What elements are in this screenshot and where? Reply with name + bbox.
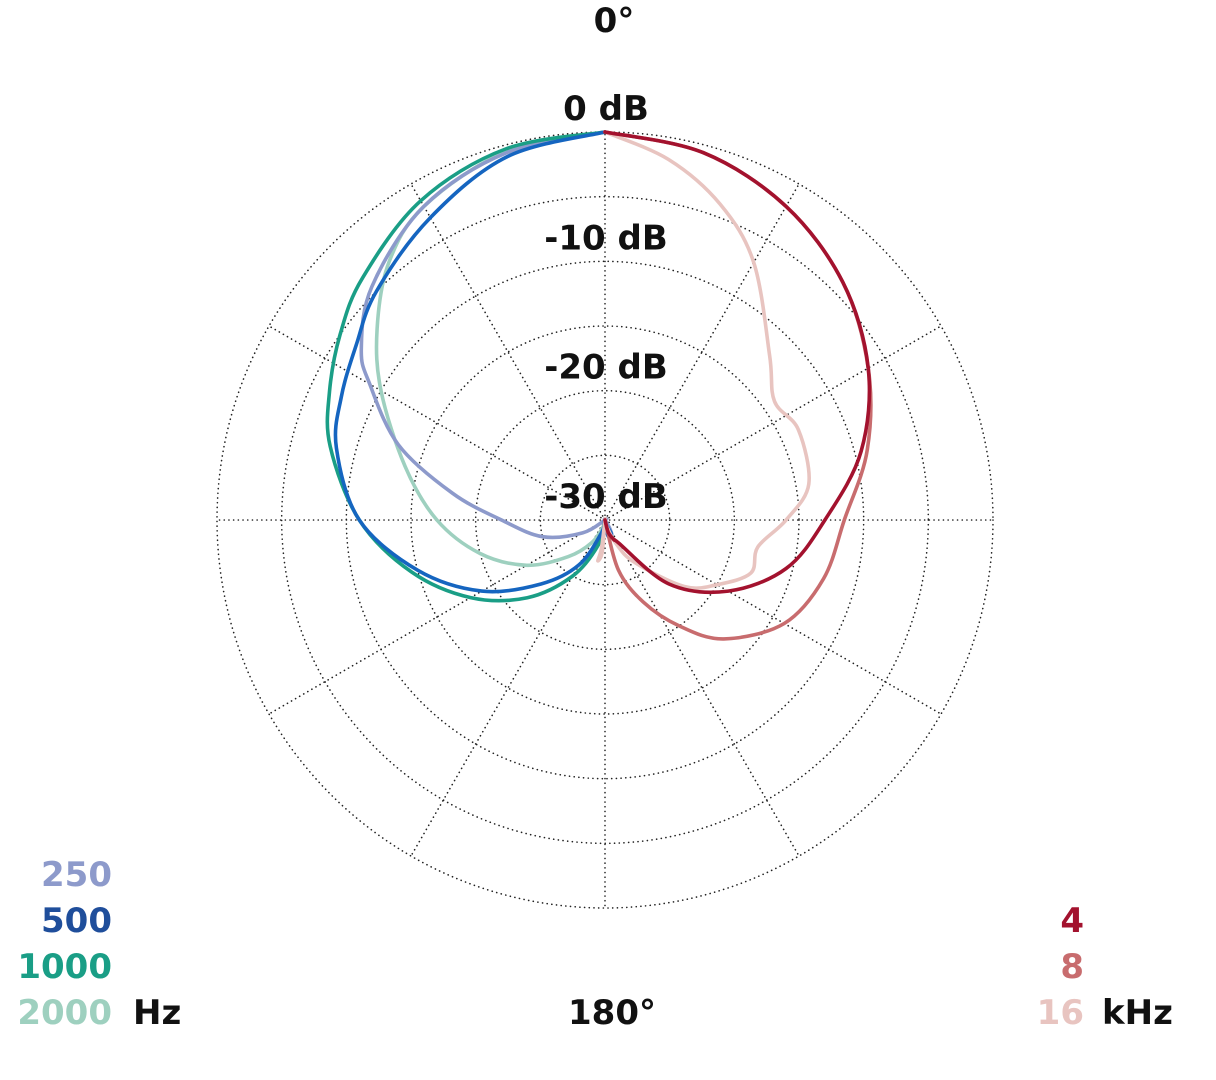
curves [325, 130, 873, 641]
legend-left: 250 500 1000 2000 Hz [17, 855, 181, 1033]
legend-entry-2000: 2000 [17, 993, 112, 1033]
legend-unit-khz: kHz [1102, 993, 1173, 1033]
grid-spoke [604, 519, 942, 715]
legend-entry-4: 4 [1060, 901, 1084, 941]
grid-ring [410, 325, 800, 715]
ring-label: -30 dB [544, 477, 668, 517]
legend-entry-16: 16 [1037, 993, 1084, 1033]
legend-entry-250: 250 [41, 855, 112, 895]
legend-entry-1000: 1000 [17, 947, 112, 987]
angle-label-top: 0° [594, 1, 635, 41]
ring-label: -20 dB [544, 348, 668, 388]
grid-ring [539, 454, 671, 586]
grid-spoke [410, 519, 606, 857]
legend-unit-hz: Hz [133, 993, 181, 1033]
ring-label: 0 dB [563, 89, 649, 129]
series-4-curve [603, 130, 872, 595]
legend-right: 4 8 16 kHz [1037, 901, 1173, 1033]
angle-label-bottom: 180° [568, 993, 656, 1033]
ring-labels: 0 dB -10 dB -20 dB -30 dB [544, 89, 668, 517]
series-1000-curve [325, 130, 607, 603]
legend-entry-8: 8 [1060, 947, 1084, 987]
grid-spoke [604, 519, 800, 857]
series-16-curve [596, 130, 811, 590]
grid-ring [280, 195, 930, 845]
grid-ring [474, 389, 736, 651]
ring-label: -10 dB [544, 218, 668, 258]
legend-entry-500: 500 [41, 901, 112, 941]
